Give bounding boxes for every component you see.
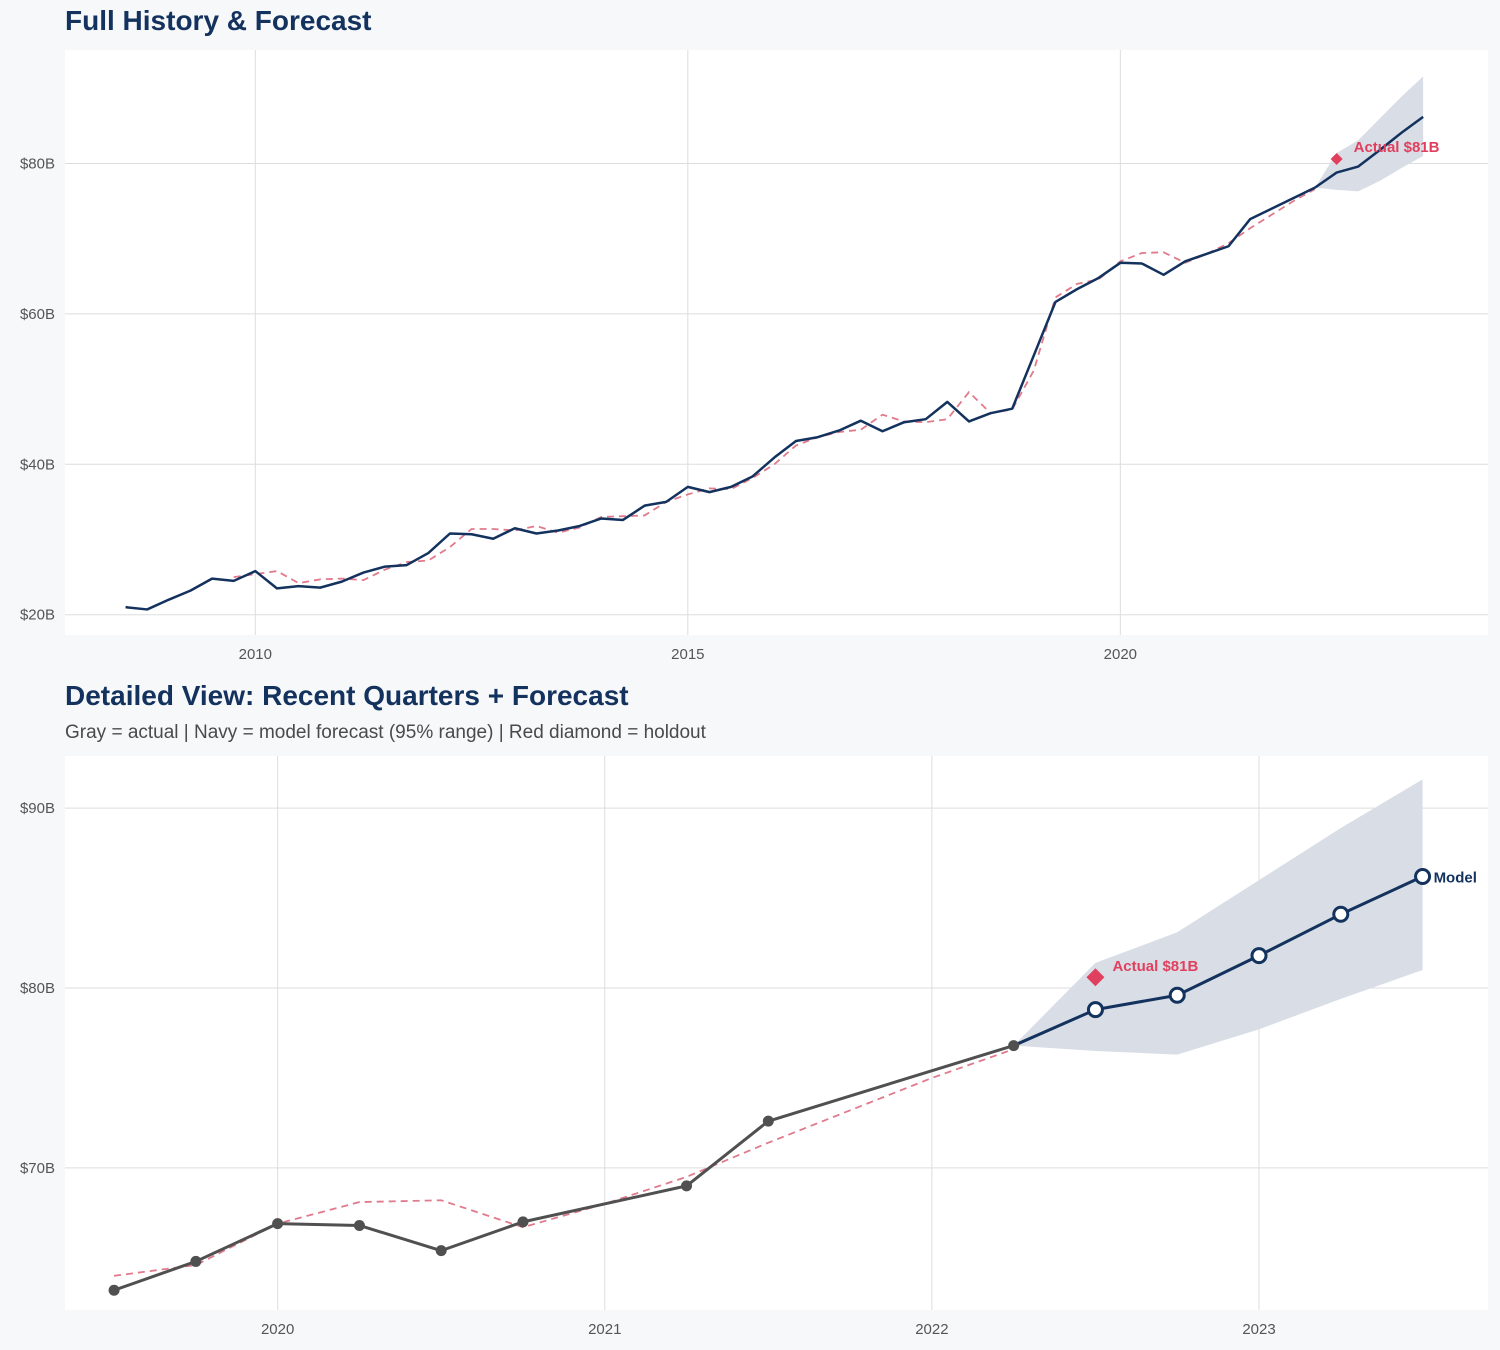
- actual-point: [1008, 1040, 1020, 1052]
- plot-panel: [65, 756, 1488, 1310]
- actual-point: [435, 1245, 447, 1257]
- actual-series-line: [125, 186, 1316, 611]
- forecast-range-band: [1013, 779, 1423, 1055]
- holdout-diamond-marker: [1086, 968, 1105, 987]
- forecast-series-line: [1314, 115, 1424, 189]
- chart-title-full-history: Full History & Forecast: [65, 5, 372, 36]
- forecast-point: [1086, 1001, 1104, 1019]
- x-tick-label: 2023: [1242, 1321, 1275, 1338]
- y-tick-label: $40B: [20, 456, 55, 473]
- x-tick-label: 2021: [588, 1321, 621, 1338]
- actual-point: [190, 1255, 202, 1267]
- y-tick-label: $60B: [20, 306, 55, 323]
- holdout-annotation-label: Actual $81B: [1112, 958, 1198, 975]
- chart-title-detailed-view: Detailed View: Recent Quarters + Forecas…: [65, 680, 629, 711]
- fitted-series-line: [233, 188, 1316, 585]
- x-tick-label: 2010: [239, 646, 272, 663]
- forecast-range-band: [1314, 76, 1424, 192]
- y-tick-label: $20B: [20, 607, 55, 624]
- x-tick-label: 2020: [1104, 646, 1137, 663]
- x-tick-label: 2022: [915, 1321, 948, 1338]
- plot-panel: [65, 50, 1488, 635]
- detailed-view-chart: 2020 2021 2022 2023 $70B $80B $90B Actual $81B M…: [20, 756, 1488, 1338]
- chart-subtitle-legend: Gray = actual | Navy = model forecast (9…: [65, 722, 706, 743]
- actual-point: [353, 1219, 365, 1231]
- model-end-label: Model: [1434, 870, 1477, 887]
- full-history-chart: 2010 2015 2020 $20B $40B $60B $80B Actual $81B: [20, 50, 1488, 663]
- actual-point: [517, 1216, 529, 1228]
- actual-point: [681, 1180, 693, 1192]
- y-tick-label: $80B: [20, 156, 55, 173]
- forecast-point: [1332, 905, 1350, 923]
- y-tick-label: $90B: [20, 800, 55, 817]
- y-tick-label: $80B: [20, 980, 55, 997]
- forecast-series-line: [1013, 875, 1424, 1047]
- x-tick-label: 2015: [671, 646, 704, 663]
- x-tick-label: 2020: [261, 1321, 294, 1338]
- actual-point: [272, 1218, 284, 1230]
- holdout-annotation-label: Actual $81B: [1354, 139, 1440, 156]
- forecast-point: [1414, 868, 1432, 886]
- forecast-point: [1250, 947, 1268, 965]
- actual-point: [762, 1115, 774, 1127]
- y-tick-label: $70B: [20, 1160, 55, 1177]
- actual-point: [108, 1284, 120, 1296]
- holdout-diamond-marker: [1330, 153, 1343, 166]
- forecast-point: [1168, 986, 1186, 1004]
